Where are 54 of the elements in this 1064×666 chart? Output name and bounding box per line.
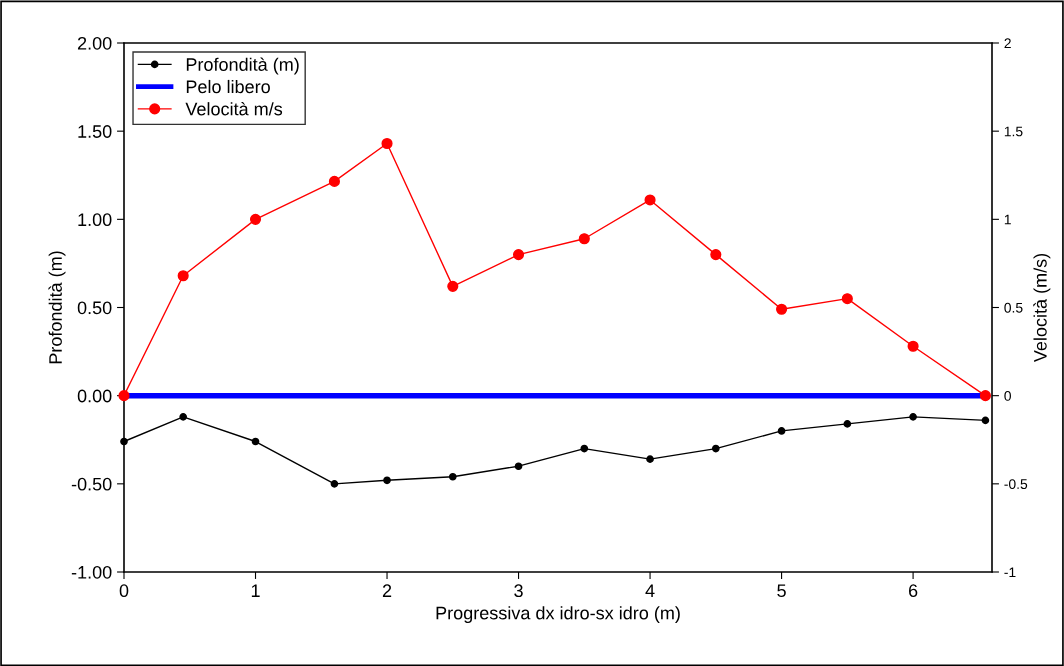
x-tick-label: 6 bbox=[908, 584, 918, 598]
point bbox=[328, 175, 340, 187]
point bbox=[710, 249, 722, 261]
point bbox=[179, 413, 188, 421]
point bbox=[383, 476, 391, 485]
point bbox=[251, 437, 260, 446]
point bbox=[514, 462, 523, 471]
point bbox=[580, 444, 589, 453]
y-tick-label: 0.50 bbox=[77, 301, 112, 315]
point bbox=[841, 293, 853, 305]
y-tick-label: -0.50 bbox=[71, 477, 112, 491]
point bbox=[711, 444, 720, 453]
legend-label: Profondità (m) bbox=[186, 57, 299, 75]
point bbox=[512, 249, 525, 261]
y-tick-label: 1.00 bbox=[78, 213, 112, 227]
y2-tick-label: -0.5 bbox=[1004, 479, 1028, 489]
y-axis-title: Profondità (m) bbox=[48, 251, 66, 364]
point bbox=[448, 472, 457, 481]
point bbox=[646, 455, 654, 463]
point bbox=[776, 303, 788, 315]
x-tick-label: 4 bbox=[645, 584, 655, 597]
point bbox=[981, 416, 990, 425]
y2-tick-label: 1.5 bbox=[1004, 126, 1023, 137]
legend-label: Velocità m/s bbox=[185, 101, 283, 116]
y2-axis-title: Velocità (m/s) bbox=[1033, 253, 1051, 363]
point bbox=[979, 390, 991, 402]
x-axis-title: Progressiva dx idro-sx idro (m) bbox=[436, 606, 680, 624]
point bbox=[777, 427, 786, 435]
y2-tick-label: 0 bbox=[1004, 391, 1011, 401]
y-tick-label: -1.00 bbox=[71, 565, 112, 579]
x-tick-label: 3 bbox=[514, 584, 523, 598]
point bbox=[578, 233, 590, 245]
point bbox=[447, 280, 459, 292]
y2-tick-label: 1 bbox=[1004, 214, 1011, 225]
point bbox=[907, 340, 919, 352]
y-tick-label: 1.50 bbox=[78, 125, 112, 138]
x-tick-label: 2 bbox=[382, 584, 392, 597]
point bbox=[381, 137, 393, 150]
x-tick-label: 0 bbox=[119, 584, 129, 598]
point bbox=[644, 194, 656, 206]
point bbox=[909, 413, 917, 421]
y2-tick-label: 2 bbox=[1004, 38, 1011, 49]
y2-tick-label: -1 bbox=[1004, 567, 1016, 578]
point bbox=[843, 420, 852, 428]
x-tick-label: 1 bbox=[251, 584, 260, 597]
y2-tick-label: 0.5 bbox=[1004, 302, 1023, 313]
y-tick-label: 2.00 bbox=[77, 36, 112, 50]
point bbox=[118, 390, 130, 402]
point bbox=[177, 270, 189, 282]
x-tick-label: 5 bbox=[777, 584, 786, 598]
legend-label: Pelo libero bbox=[186, 79, 270, 94]
point bbox=[249, 213, 262, 225]
point bbox=[330, 480, 339, 488]
y-tick-label: 0.00 bbox=[77, 389, 112, 403]
